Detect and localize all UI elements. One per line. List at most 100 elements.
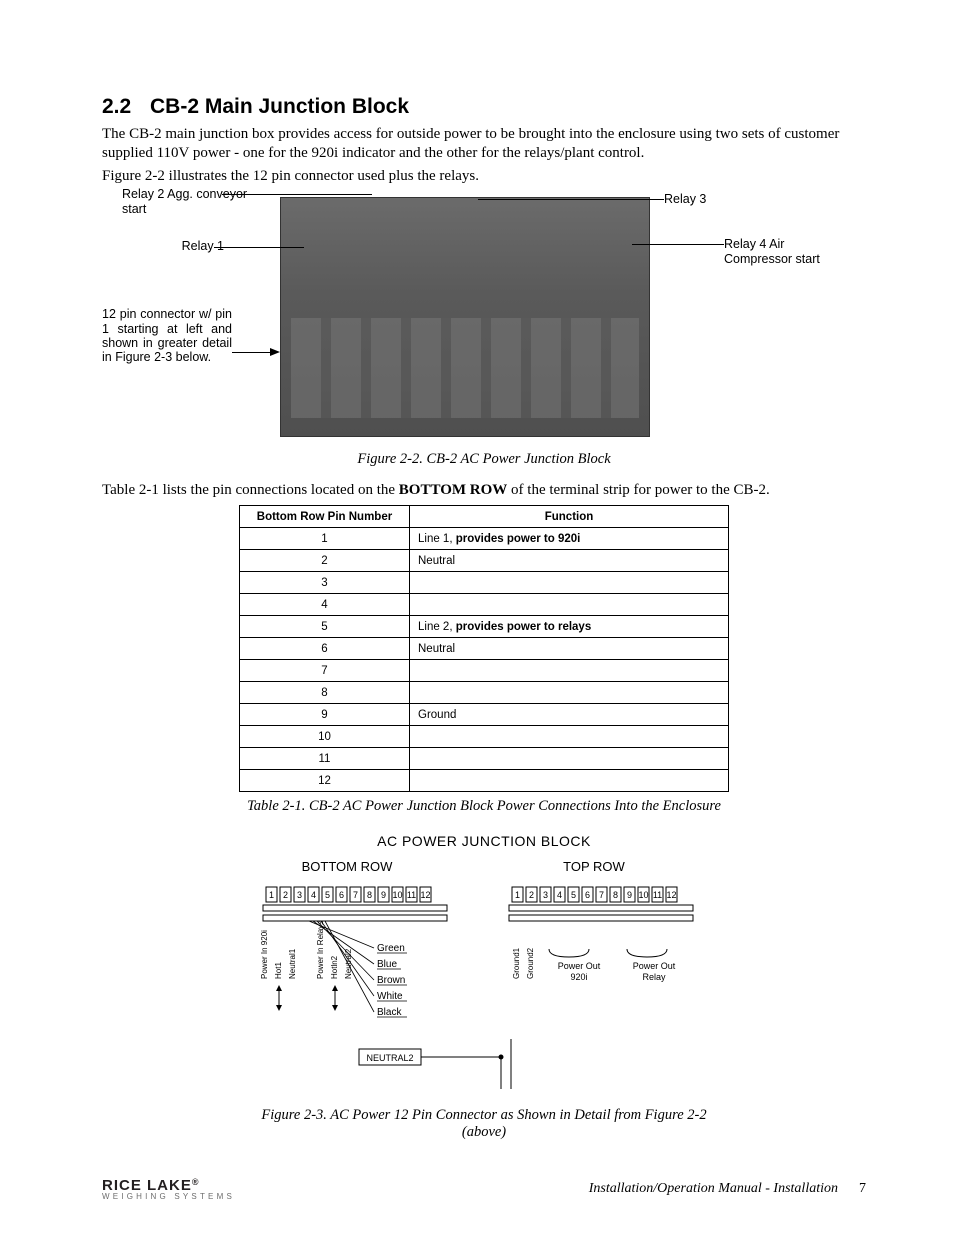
- cell-func: Neutral: [410, 550, 729, 572]
- svg-text:8: 8: [367, 890, 372, 900]
- svg-text:7: 7: [353, 890, 358, 900]
- logo-sub: WEIGHING SYSTEMS: [102, 1192, 235, 1201]
- cell-pin: 1: [240, 528, 410, 550]
- table-intro-post: of the terminal strip for power to the C…: [507, 482, 769, 498]
- table-header-row: Bottom Row Pin Number Function: [240, 506, 729, 528]
- svg-text:Brown: Brown: [377, 975, 405, 986]
- svg-text:Green: Green: [377, 943, 405, 954]
- cell-pin: 12: [240, 770, 410, 792]
- table-2-1-caption: Table 2-1. CB-2 AC Power Junction Block …: [102, 798, 866, 815]
- svg-text:NEUTRAL2: NEUTRAL2: [366, 1053, 413, 1063]
- table-row: 10: [240, 726, 729, 748]
- table-row: 1Line 1, provides power to 920i: [240, 528, 729, 550]
- arrow-icon: [270, 348, 280, 356]
- svg-text:3: 3: [297, 890, 302, 900]
- table-row: 9Ground: [240, 704, 729, 726]
- callout-line: [232, 352, 272, 353]
- svg-text:11: 11: [407, 890, 416, 900]
- callout-line: [214, 247, 304, 248]
- svg-text:2: 2: [529, 890, 534, 900]
- figure-2-3-caption: Figure 2-3. AC Power 12 Pin Connector as…: [249, 1107, 719, 1141]
- table-row: 8: [240, 682, 729, 704]
- svg-text:TOP ROW: TOP ROW: [563, 859, 625, 874]
- footer-page: 7: [859, 1181, 866, 1197]
- cell-func: [410, 660, 729, 682]
- svg-text:11: 11: [653, 890, 662, 900]
- registered-icon: ®: [192, 1177, 200, 1187]
- svg-text:Power Out: Power Out: [633, 961, 676, 971]
- table-intro-pre: Table 2-1 lists the pin connections loca…: [102, 482, 399, 498]
- svg-text:6: 6: [339, 890, 344, 900]
- section-title: CB-2 Main Junction Block: [150, 95, 409, 118]
- svg-text:6: 6: [585, 890, 590, 900]
- cell-pin: 5: [240, 616, 410, 638]
- svg-text:8: 8: [613, 890, 618, 900]
- cell-func: Neutral: [410, 638, 729, 660]
- svg-text:Power In Relays: Power In Relays: [316, 921, 325, 979]
- callout-relay4: Relay 4 Air Compressor start: [724, 237, 834, 266]
- svg-text:Black: Black: [377, 1007, 402, 1018]
- svg-text:Ground2: Ground2: [526, 948, 535, 980]
- svg-text:Relay: Relay: [642, 972, 666, 982]
- svg-text:White: White: [377, 991, 403, 1002]
- cell-func: [410, 682, 729, 704]
- cell-func: Line 2, provides power to relays: [410, 616, 729, 638]
- svg-text:4: 4: [557, 890, 562, 900]
- paragraph-1: The CB-2 main junction box provides acce…: [102, 125, 866, 163]
- diagram-svg: BOTTOM ROWTOP ROW12345678910111212345678…: [249, 859, 719, 1099]
- svg-text:920i: 920i: [570, 972, 587, 982]
- cell-pin: 11: [240, 748, 410, 770]
- table-row: 6Neutral: [240, 638, 729, 660]
- page-footer: RICE LAKE® WEIGHING SYSTEMS Installation…: [102, 1167, 866, 1201]
- figure-2-2-caption: Figure 2-2. CB-2 AC Power Junction Block: [102, 451, 866, 468]
- svg-text:3: 3: [543, 890, 548, 900]
- footer-text: Installation/Operation Manual - Installa…: [589, 1181, 838, 1197]
- cell-pin: 10: [240, 726, 410, 748]
- callout-line: [632, 244, 724, 245]
- cell-pin: 7: [240, 660, 410, 682]
- svg-text:Blue: Blue: [377, 959, 397, 970]
- cell-func: [410, 572, 729, 594]
- svg-text:7: 7: [599, 890, 604, 900]
- svg-text:Power In 920i: Power In 920i: [260, 930, 269, 979]
- table-row: 7: [240, 660, 729, 682]
- callout-relay3: Relay 3: [664, 192, 706, 206]
- table-row: 5Line 2, provides power to relays: [240, 616, 729, 638]
- diagram-title: AC POWER JUNCTION BLOCK: [249, 833, 719, 849]
- svg-text:1: 1: [269, 890, 274, 900]
- cell-pin: 8: [240, 682, 410, 704]
- table-intro-bold: BOTTOM ROW: [399, 482, 508, 498]
- svg-text:5: 5: [325, 890, 330, 900]
- paragraph-2: Figure 2-2 illustrates the 12 pin connec…: [102, 167, 866, 186]
- table-row: 12: [240, 770, 729, 792]
- callout-pin12: 12 pin connector w/ pin 1 starting at le…: [102, 307, 232, 365]
- table-row: 11: [240, 748, 729, 770]
- footer-logo: RICE LAKE® WEIGHING SYSTEMS: [102, 1177, 235, 1201]
- cell-func: [410, 594, 729, 616]
- svg-text:12: 12: [420, 890, 430, 900]
- cell-func: [410, 770, 729, 792]
- svg-text:12: 12: [666, 890, 676, 900]
- svg-text:Power Out: Power Out: [558, 961, 601, 971]
- svg-text:Neutral2: Neutral2: [344, 948, 353, 979]
- section-heading: 2.2CB-2 Main Junction Block: [102, 95, 866, 119]
- callout-relay2: Relay 2 Agg. conveyor start: [122, 187, 262, 216]
- cell-pin: 3: [240, 572, 410, 594]
- junction-block-photo: [280, 197, 650, 437]
- table-row: 2Neutral: [240, 550, 729, 572]
- svg-text:4: 4: [311, 890, 316, 900]
- svg-text:Hot1: Hot1: [274, 962, 283, 979]
- callout-line: [478, 199, 664, 200]
- cell-func: Line 1, provides power to 920i: [410, 528, 729, 550]
- svg-text:BOTTOM ROW: BOTTOM ROW: [302, 859, 393, 874]
- svg-text:9: 9: [627, 890, 632, 900]
- svg-text:1: 1: [515, 890, 520, 900]
- cell-func: [410, 748, 729, 770]
- pin-table: Bottom Row Pin Number Function 1Line 1, …: [239, 505, 729, 792]
- th-pin: Bottom Row Pin Number: [240, 506, 410, 528]
- cell-pin: 2: [240, 550, 410, 572]
- svg-text:Hotln2: Hotln2: [330, 956, 339, 980]
- cell-pin: 6: [240, 638, 410, 660]
- th-func: Function: [410, 506, 729, 528]
- cell-func: [410, 726, 729, 748]
